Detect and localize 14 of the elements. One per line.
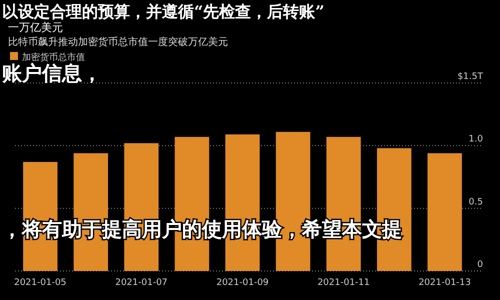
x-tick-label: 2021-01-05 (14, 278, 66, 288)
x-tick-label: 2021-01-13 (418, 278, 471, 288)
y-tick-label: 0 (477, 260, 484, 270)
chart-title: 一万亿美元 (8, 21, 63, 34)
x-tick-label: 2021-01-11 (317, 278, 370, 288)
legend-label: 加密货币总市值 (22, 52, 85, 63)
x-tick-label: 2021-01-07 (115, 278, 168, 288)
y-tick-label: $1.5T (457, 72, 484, 82)
annotation: 账户信息， (1, 61, 102, 85)
y-tick-label: 1.0 (468, 134, 484, 145)
chart-subtitle: 比特币飙升推动加密货币总市值一度突破万亿美元 (8, 36, 228, 48)
x-tick-label: 2021-01-09 (216, 278, 269, 288)
text: 以设定合理的预算，并遵循“先检查，后转账” (2, 2, 324, 21)
y-tick-label: 0.5 (468, 197, 483, 208)
